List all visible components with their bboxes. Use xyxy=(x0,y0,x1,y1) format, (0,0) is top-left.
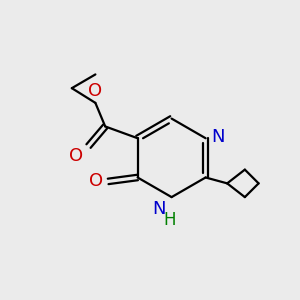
Text: O: O xyxy=(89,172,103,190)
Text: O: O xyxy=(88,82,103,100)
Text: H: H xyxy=(164,211,176,229)
Text: N: N xyxy=(212,128,225,146)
Text: N: N xyxy=(152,200,166,218)
Text: O: O xyxy=(70,147,84,165)
